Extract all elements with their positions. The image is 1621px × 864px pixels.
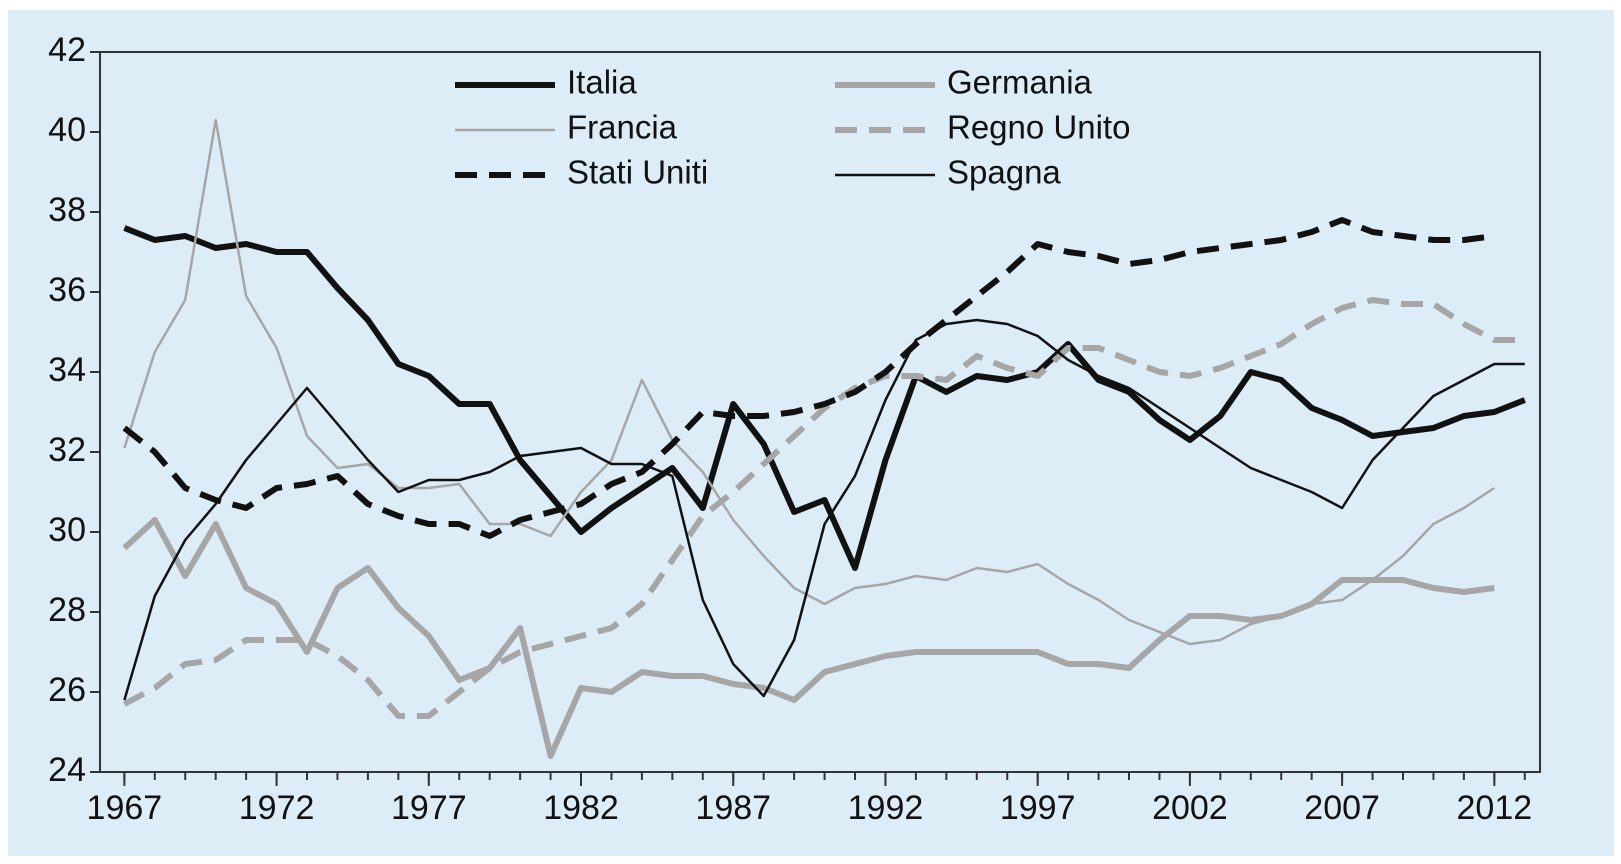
x-tick-label: 2012 [1457, 789, 1533, 827]
y-tick-label: 42 [48, 31, 86, 69]
x-tick-label: 1987 [695, 789, 771, 827]
y-tick-label: 28 [48, 591, 86, 629]
y-tick-label: 34 [48, 351, 86, 389]
x-tick-label: 1992 [848, 789, 924, 827]
legend-label: Spagna [947, 154, 1061, 191]
y-tick-label: 26 [48, 671, 86, 709]
y-tick-label: 38 [48, 191, 86, 229]
legend-label: Stati Uniti [567, 154, 708, 191]
series-line [123, 318, 1525, 701]
x-tick-label: 1967 [87, 789, 163, 827]
legend-label: Francia [567, 109, 678, 146]
x-tick-label: 1972 [239, 789, 315, 827]
series-line [122, 217, 1495, 539]
x-tick-label: 1977 [391, 789, 467, 827]
plot-frame [99, 51, 1541, 773]
x-tick-label: 2007 [1304, 789, 1380, 827]
x-tick-label: 1982 [543, 789, 619, 827]
y-tick-label: 24 [48, 751, 86, 789]
series-line [122, 517, 1495, 759]
series-line [123, 297, 1525, 719]
x-tick-label: 1997 [1000, 789, 1076, 827]
legend-label: Italia [567, 64, 637, 101]
y-tick-label: 30 [48, 511, 86, 549]
chart-background [8, 10, 1614, 856]
y-tick-label: 36 [48, 271, 86, 309]
y-tick-label: 32 [48, 431, 86, 469]
series-line [123, 225, 1526, 571]
legend-label: Germania [947, 64, 1093, 101]
series-line [123, 118, 1495, 646]
y-tick-label: 40 [48, 111, 86, 149]
legend-label: Regno Unito [947, 109, 1130, 146]
x-tick-label: 2002 [1152, 789, 1228, 827]
